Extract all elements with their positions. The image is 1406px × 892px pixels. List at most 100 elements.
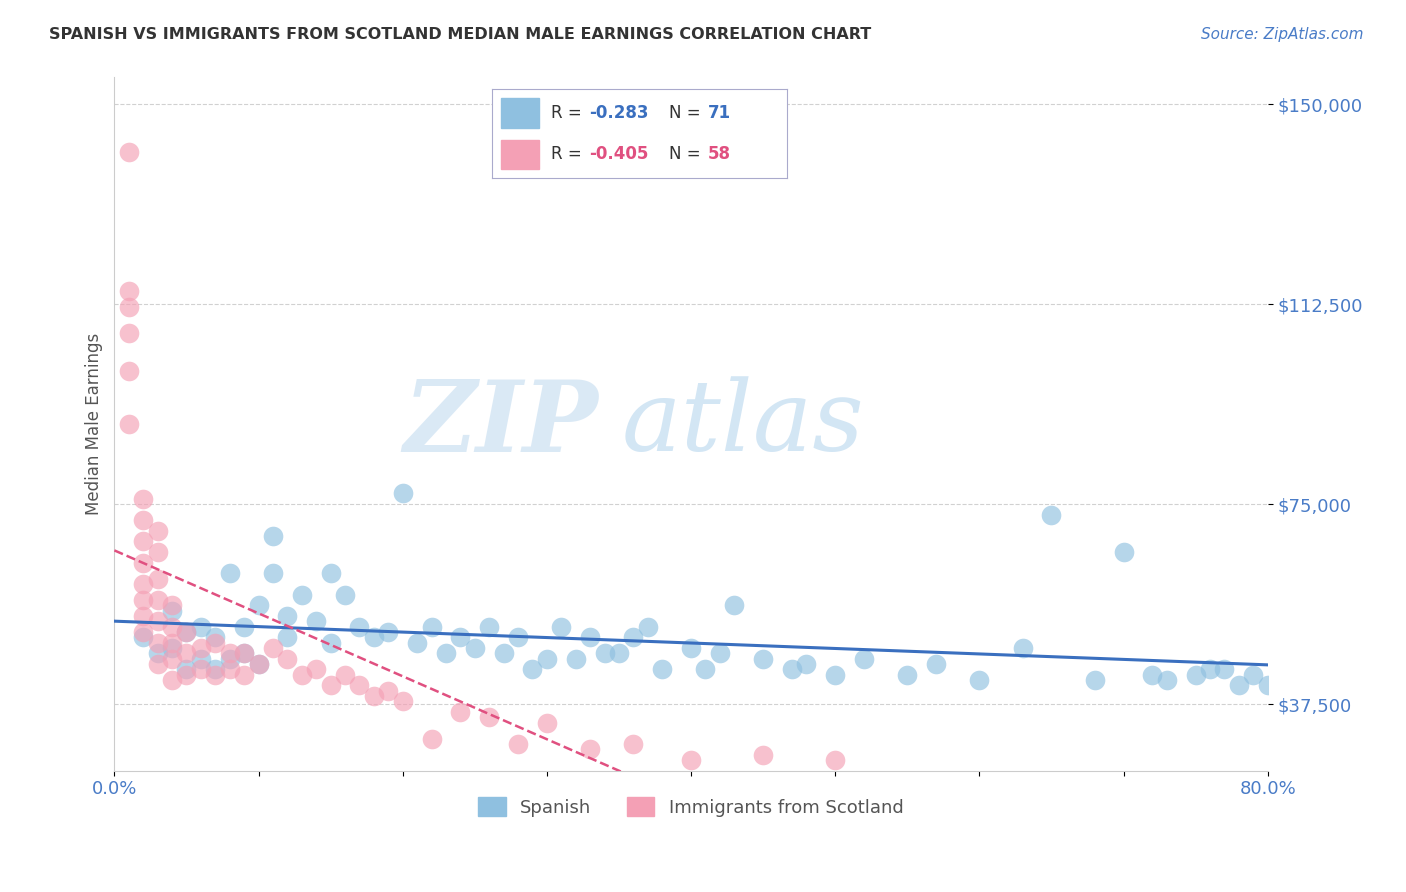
Point bbox=[1199, 662, 1222, 676]
Point bbox=[679, 753, 702, 767]
Text: N =: N = bbox=[669, 104, 706, 122]
Point bbox=[233, 667, 256, 681]
Point bbox=[621, 737, 644, 751]
Point bbox=[478, 620, 501, 634]
Point bbox=[118, 417, 141, 431]
Point bbox=[1112, 545, 1135, 559]
Text: N =: N = bbox=[669, 145, 706, 163]
Point bbox=[522, 662, 544, 676]
Point bbox=[377, 683, 399, 698]
Point bbox=[146, 615, 169, 629]
Text: 71: 71 bbox=[707, 104, 731, 122]
Point bbox=[896, 667, 918, 681]
Point bbox=[146, 593, 169, 607]
Point bbox=[218, 651, 240, 665]
Point bbox=[132, 631, 155, 645]
Point bbox=[709, 646, 731, 660]
Point bbox=[377, 625, 399, 640]
Point bbox=[1257, 678, 1279, 692]
Point bbox=[132, 556, 155, 570]
Point bbox=[262, 566, 284, 581]
Text: SPANISH VS IMMIGRANTS FROM SCOTLAND MEDIAN MALE EARNINGS CORRELATION CHART: SPANISH VS IMMIGRANTS FROM SCOTLAND MEDI… bbox=[49, 27, 872, 42]
Point bbox=[363, 689, 385, 703]
Point bbox=[160, 651, 183, 665]
Point bbox=[925, 657, 948, 671]
Point bbox=[1142, 667, 1164, 681]
Point bbox=[420, 620, 443, 634]
Bar bbox=[501, 140, 540, 169]
Point bbox=[593, 646, 616, 660]
Point bbox=[233, 620, 256, 634]
Point bbox=[160, 641, 183, 656]
Point bbox=[506, 631, 529, 645]
Point bbox=[190, 620, 212, 634]
Point bbox=[204, 662, 226, 676]
Point bbox=[118, 284, 141, 298]
Point bbox=[132, 593, 155, 607]
Point bbox=[118, 300, 141, 314]
Point bbox=[233, 646, 256, 660]
Point bbox=[1241, 667, 1264, 681]
Point bbox=[651, 662, 673, 676]
Point bbox=[204, 636, 226, 650]
Point bbox=[132, 625, 155, 640]
Point bbox=[146, 524, 169, 538]
Point bbox=[218, 566, 240, 581]
Point bbox=[118, 326, 141, 341]
Point bbox=[305, 662, 328, 676]
Point bbox=[160, 620, 183, 634]
Point bbox=[564, 651, 586, 665]
Point bbox=[247, 599, 270, 613]
Point bbox=[247, 657, 270, 671]
Text: R =: R = bbox=[551, 104, 588, 122]
Point bbox=[118, 145, 141, 160]
Point bbox=[319, 566, 342, 581]
Point bbox=[132, 577, 155, 591]
Point bbox=[190, 651, 212, 665]
Point bbox=[190, 641, 212, 656]
Point bbox=[621, 631, 644, 645]
Point bbox=[506, 737, 529, 751]
Point bbox=[363, 631, 385, 645]
Point bbox=[579, 742, 602, 756]
Point bbox=[262, 641, 284, 656]
Point bbox=[118, 364, 141, 378]
Point bbox=[434, 646, 457, 660]
Point bbox=[1184, 667, 1206, 681]
Point bbox=[204, 631, 226, 645]
Bar bbox=[501, 98, 540, 128]
Point bbox=[247, 657, 270, 671]
Point bbox=[780, 662, 803, 676]
Point bbox=[679, 641, 702, 656]
Point bbox=[420, 731, 443, 746]
Point bbox=[449, 705, 471, 719]
Point bbox=[218, 646, 240, 660]
Point bbox=[406, 636, 429, 650]
Point bbox=[276, 609, 298, 624]
Point bbox=[824, 753, 846, 767]
Point bbox=[190, 662, 212, 676]
Point bbox=[579, 631, 602, 645]
Point bbox=[550, 620, 572, 634]
Point bbox=[536, 715, 558, 730]
Point bbox=[695, 662, 717, 676]
Text: R =: R = bbox=[551, 145, 588, 163]
Point bbox=[1084, 673, 1107, 687]
Point bbox=[853, 651, 876, 665]
Point bbox=[752, 747, 775, 762]
Point bbox=[319, 636, 342, 650]
Point bbox=[391, 486, 413, 500]
Point bbox=[146, 657, 169, 671]
Point bbox=[176, 667, 198, 681]
Point bbox=[1213, 662, 1236, 676]
Point bbox=[449, 631, 471, 645]
Point bbox=[146, 646, 169, 660]
Point bbox=[752, 651, 775, 665]
Point bbox=[796, 657, 818, 671]
Point bbox=[1011, 641, 1033, 656]
Point bbox=[492, 646, 515, 660]
Point bbox=[349, 620, 371, 634]
Text: -0.405: -0.405 bbox=[589, 145, 650, 163]
Text: Source: ZipAtlas.com: Source: ZipAtlas.com bbox=[1201, 27, 1364, 42]
Point bbox=[536, 651, 558, 665]
